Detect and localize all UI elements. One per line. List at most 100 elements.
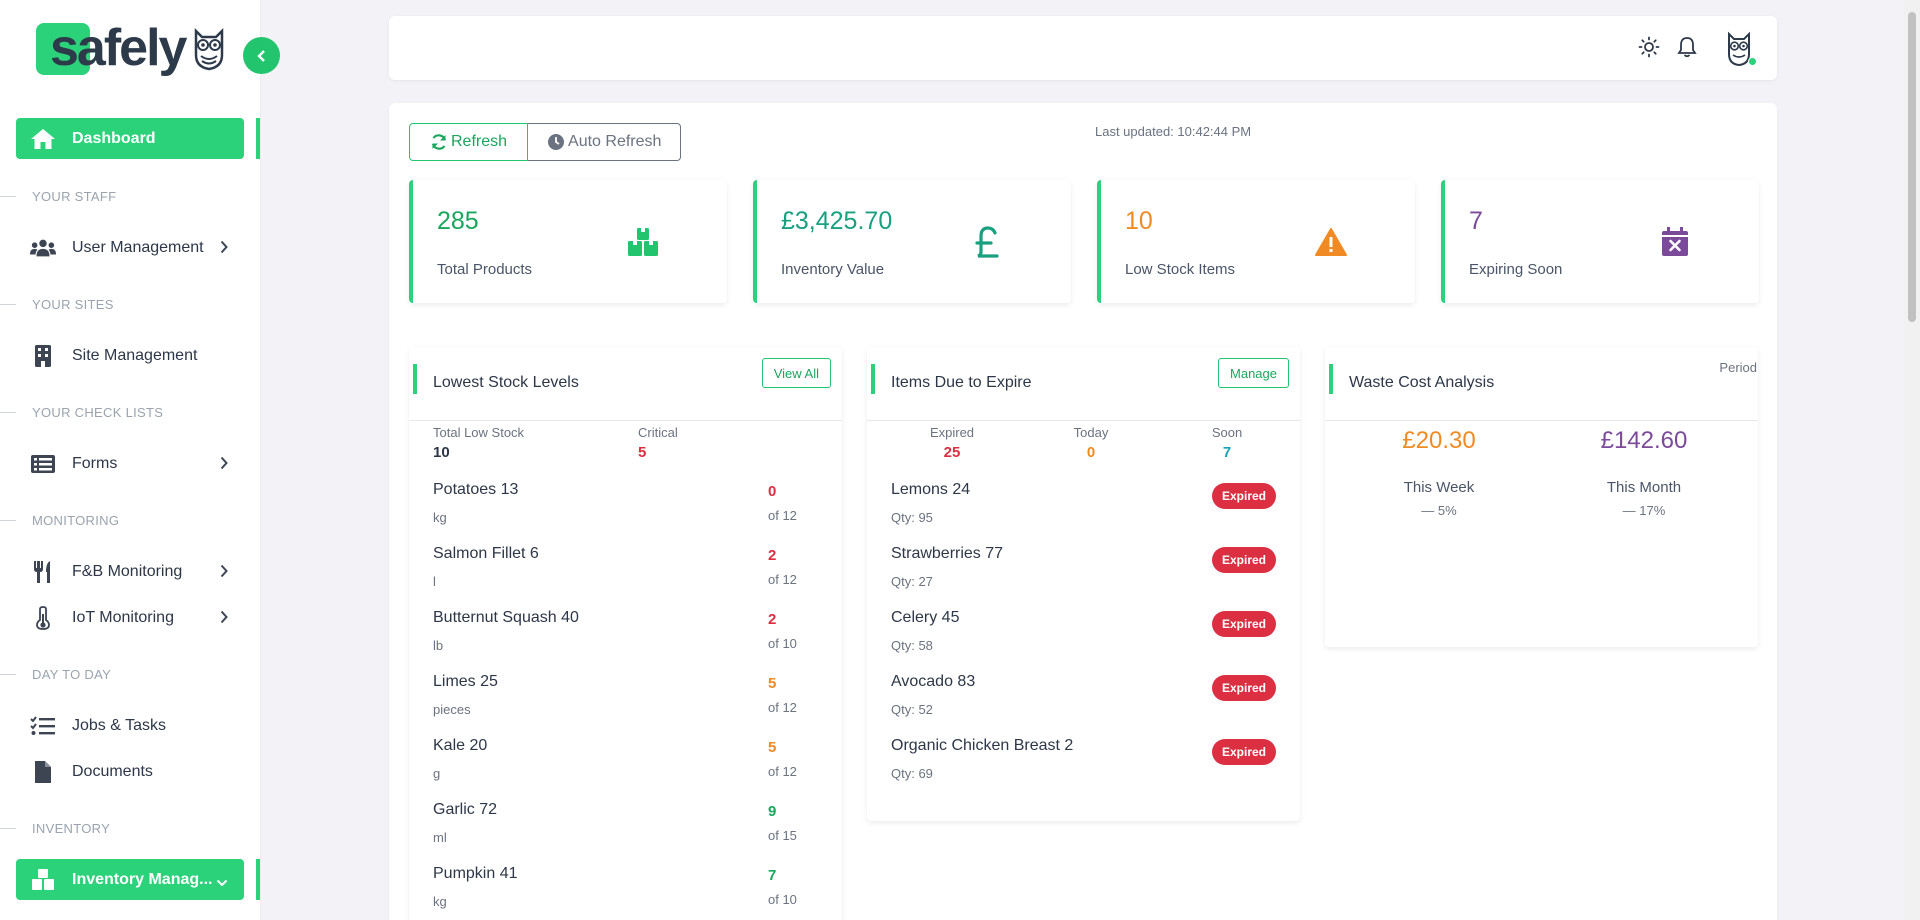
stock-row[interactable]: Limes 25 pieces 5 of 12 (433, 673, 818, 737)
sidebar-item-dashboard[interactable]: Dashboard (16, 118, 244, 159)
chevron-right-icon (220, 240, 228, 259)
sidebar-item-jobs-tasks[interactable]: Jobs & Tasks (16, 705, 244, 746)
auto-refresh-label: Auto Refresh (568, 133, 662, 150)
refresh-button[interactable]: Refresh (409, 123, 529, 161)
home-icon (30, 127, 56, 151)
month-waste-label: This Month (1606, 479, 1682, 496)
item-quantity: Qty: 95 (891, 510, 933, 525)
sidebar-item-label: Forms (72, 454, 118, 472)
expiring-row[interactable]: Avocado 83 Qty: 52 Expired (891, 673, 1276, 737)
sidebar-item-inventory-management[interactable]: Inventory Manag... (16, 859, 244, 900)
auto-refresh-button[interactable]: Auto Refresh (528, 123, 682, 161)
expiring-row[interactable]: Organic Chicken Breast 2 Qty: 69 Expired (891, 737, 1276, 801)
item-quantity: 5 (768, 675, 777, 692)
summary-value: 10 (433, 444, 450, 461)
expiring-row[interactable]: Strawberries 77 Qty: 27 Expired (891, 545, 1276, 609)
expiring-row[interactable]: Lemons 24 Qty: 95 Expired (891, 481, 1276, 545)
sidebar-item-site-management[interactable]: Site Management (16, 335, 244, 376)
item-unit: ml (433, 830, 447, 845)
stat-card-expiring-soon: 7 Expiring Soon (1441, 180, 1759, 303)
item-name: Butternut Squash 40 (433, 609, 579, 626)
page-scrollbar[interactable] (1904, 0, 1920, 920)
week-waste-label: This Week (1403, 479, 1475, 496)
section-monitoring: MONITORING (0, 513, 120, 528)
sidebar: safely Dashboard YOUR STAFF User Managem… (0, 0, 280, 920)
item-quantity: 0 (768, 483, 777, 500)
pound-icon (969, 224, 1005, 260)
card-header: Items Due to Expire Manage (867, 347, 1300, 421)
card-header: Lowest Stock Levels View All (409, 347, 842, 421)
safely-logo[interactable]: safely (36, 20, 236, 80)
stock-row[interactable]: Potatoes 13 kg 0 of 12 (433, 481, 818, 545)
sidebar-item-label: Inventory Manag... (72, 870, 213, 888)
chevron-right-icon (220, 456, 228, 475)
stat-value: 7 (1469, 207, 1483, 235)
item-name: Celery 45 (891, 609, 960, 626)
month-waste-value: £142.60 (1600, 427, 1688, 454)
stat-value: 10 (1125, 207, 1153, 235)
expired-badge: Expired (1211, 675, 1276, 701)
boxes-icon (30, 868, 56, 892)
sidebar-item-forms[interactable]: Forms (16, 443, 244, 484)
stock-row[interactable]: Pumpkin 41 kg 7 of 10 (433, 865, 818, 920)
online-status-dot (1748, 57, 1757, 66)
sidebar-item-label: F&B Monitoring (72, 562, 183, 580)
sidebar-item-fb-monitoring[interactable]: F&B Monitoring (16, 551, 244, 592)
waste-cost-card: Waste Cost Analysis Period £20.30 This W… (1325, 347, 1758, 647)
expiring-row[interactable]: Celery 45 Qty: 58 Expired (891, 609, 1276, 673)
today-count: Today 0 (1061, 425, 1121, 461)
refresh-controls: Refresh Auto Refresh (409, 123, 682, 161)
summary-label: Expired (929, 425, 975, 440)
manage-button[interactable]: Manage (1218, 358, 1289, 388)
item-unit: pieces (433, 702, 471, 717)
card-header: Waste Cost Analysis Period (1325, 347, 1758, 421)
item-par-level: of 12 (768, 572, 797, 587)
expired-badge: Expired (1211, 547, 1276, 573)
summary-label: Critical (638, 425, 678, 440)
scrollbar-thumb[interactable] (1908, 12, 1916, 322)
theme-toggle-sun-icon[interactable] (1638, 36, 1660, 63)
period-selector[interactable]: Period (1719, 360, 1757, 375)
user-avatar[interactable] (1719, 28, 1759, 68)
view-all-button[interactable]: View All (761, 358, 831, 388)
stat-label: Expiring Soon (1469, 261, 1563, 278)
item-name: Avocado 83 (891, 673, 976, 690)
item-quantity: 5 (768, 739, 777, 756)
bell-icon[interactable] (1676, 36, 1698, 63)
thermometer-icon (30, 605, 56, 630)
utensils-icon (30, 560, 56, 584)
warning-icon (1313, 224, 1349, 260)
soon-count: Soon 7 (1197, 425, 1257, 461)
sidebar-item-iot-monitoring[interactable]: IoT Monitoring (16, 597, 244, 638)
chevron-left-icon (256, 49, 265, 62)
chevron-right-icon (220, 564, 228, 583)
item-par-level: of 15 (768, 828, 797, 843)
summary-label: Total Low Stock (433, 425, 525, 440)
trend-value: 5% (1437, 503, 1457, 518)
stock-row[interactable]: Salmon Fillet 6 l 2 of 12 (433, 545, 818, 609)
sync-icon (431, 134, 447, 150)
total-low-stock: Total Low Stock 10 (433, 425, 524, 461)
item-name: Lemons 24 (891, 481, 971, 498)
stat-value: £3,425.70 (781, 207, 893, 235)
owl-avatar-icon (1728, 31, 1750, 67)
item-name: Salmon Fillet 6 (433, 545, 539, 562)
lowest-stock-card: Lowest Stock Levels View All Total Low S… (409, 347, 842, 920)
trend-value: 17% (1639, 503, 1666, 518)
owl-icon (194, 27, 224, 71)
item-quantity: Qty: 69 (891, 766, 933, 781)
item-name: Strawberries 77 (891, 545, 1004, 562)
stock-row[interactable]: Kale 20 g 5 of 12 (433, 737, 818, 801)
item-name: Garlic 72 (433, 801, 498, 818)
logo-mark (36, 23, 90, 75)
stock-row[interactable]: Garlic 72 ml 9 of 15 (433, 801, 818, 865)
sidebar-item-documents[interactable]: Documents (16, 751, 244, 792)
stock-row[interactable]: Butternut Squash 40 lb 2 of 10 (433, 609, 818, 673)
item-unit: kg (433, 510, 447, 525)
item-quantity: 2 (768, 547, 777, 564)
item-unit: g (433, 766, 441, 781)
card-title: Items Due to Expire (891, 374, 1032, 391)
sidebar-item-user-management[interactable]: User Management (16, 227, 244, 268)
collapse-sidebar-button[interactable] (243, 37, 280, 74)
month-waste-trend: — 17% (1544, 503, 1744, 518)
